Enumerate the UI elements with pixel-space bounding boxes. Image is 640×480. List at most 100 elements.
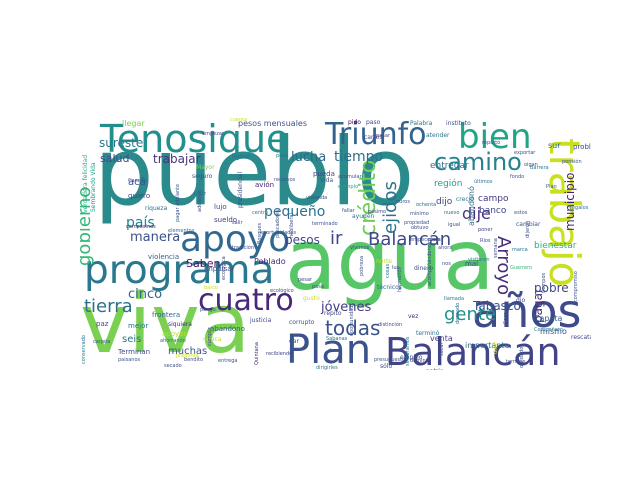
word: pobreza	[359, 255, 365, 276]
word: pobre	[534, 281, 569, 295]
word: olvidados	[519, 344, 525, 368]
word: mínimo	[410, 211, 429, 217]
word: frontera	[152, 311, 181, 319]
word: decir	[493, 341, 499, 354]
word: tradición	[232, 245, 255, 251]
word: años	[472, 284, 582, 338]
word: distinción	[378, 322, 403, 328]
word: crédito	[356, 159, 381, 236]
word: seis	[122, 334, 142, 345]
word: pensión	[562, 159, 582, 165]
word: Terminan	[118, 348, 151, 356]
word: corrupto	[289, 319, 315, 326]
word: conservado	[81, 335, 87, 364]
word: centro	[252, 210, 268, 216]
word: elementos	[168, 228, 195, 234]
word: Balancán	[385, 330, 561, 370]
word: plata	[428, 237, 441, 243]
word: ahorrando	[160, 338, 186, 344]
word: poner	[478, 227, 493, 233]
word: nos	[442, 261, 451, 267]
word: instituto	[446, 120, 471, 127]
word: muchas	[168, 346, 208, 357]
word: Saben	[186, 257, 221, 270]
word: Vida	[320, 177, 334, 184]
word: pésimo	[368, 209, 387, 215]
word: entrega	[218, 358, 238, 364]
word: oigan	[524, 162, 538, 168]
word: presupuesto	[374, 357, 406, 363]
word: cambiar	[516, 221, 541, 228]
word: pequeño	[264, 204, 326, 220]
word: bienestar	[534, 241, 577, 251]
word: exportar	[514, 150, 536, 156]
word: cuenta	[230, 118, 248, 123]
word: pueda	[313, 170, 335, 178]
word: importante	[465, 341, 510, 350]
word: Sembrando Vida	[90, 162, 97, 212]
word: Tabasco	[473, 299, 521, 313]
word: dio	[516, 297, 526, 304]
word: país	[126, 215, 155, 231]
word: pese	[276, 153, 288, 159]
word: mal	[465, 260, 479, 268]
word: repito	[324, 310, 342, 317]
word: ochenta	[416, 202, 437, 208]
word: gente	[444, 304, 497, 325]
word: lujo	[214, 203, 227, 211]
word: carjeta	[93, 339, 111, 345]
word: obtuvo	[411, 225, 429, 231]
word: nuevo	[444, 210, 460, 216]
word: llegar	[122, 119, 145, 128]
word: llamada	[444, 296, 465, 302]
word: acá	[128, 177, 146, 188]
word: municipio	[563, 172, 577, 231]
word: norte	[376, 258, 392, 265]
word: mejor	[128, 322, 149, 330]
word: fondo	[510, 174, 525, 180]
word: agua	[285, 211, 495, 309]
word: ecológica	[221, 256, 227, 280]
word: oportunidades	[260, 230, 297, 236]
word: llueve	[232, 153, 251, 160]
word: puros	[396, 199, 410, 205]
word: ahora	[438, 245, 453, 251]
word: acumular	[338, 174, 362, 180]
word: bien	[458, 118, 532, 157]
word: campesinos	[126, 224, 156, 230]
word: pueblo	[94, 118, 415, 227]
word: dije	[462, 204, 491, 223]
word: pido	[348, 119, 361, 126]
word: Zapata	[534, 314, 563, 323]
word: Mayor	[196, 164, 215, 171]
word: terminado	[312, 221, 338, 227]
word: ejidos	[380, 181, 401, 234]
word: salir	[232, 220, 243, 226]
word: semana	[493, 238, 499, 258]
word-cloud: pueblo agua viva programa trabajo Plan B…	[80, 118, 591, 370]
word: patria	[426, 369, 444, 371]
word: quiero	[128, 192, 151, 200]
word: abandonó	[467, 186, 476, 226]
word: apoyo	[180, 219, 291, 260]
word: compromiso	[573, 271, 579, 302]
word: programa	[84, 248, 275, 293]
word: mismo	[540, 327, 567, 336]
word: cuatro	[198, 283, 294, 318]
word: pregunta	[176, 353, 199, 359]
word: dan	[328, 348, 338, 354]
word: atender	[426, 132, 450, 139]
word: maíz	[194, 191, 206, 197]
word: Balancán	[368, 229, 452, 250]
word: cosas	[385, 263, 391, 278]
word: recibiendo	[266, 351, 293, 357]
word: viva	[80, 277, 251, 370]
word: entregar	[430, 161, 469, 171]
word: terminó	[416, 330, 440, 337]
word: riqueza	[145, 205, 168, 212]
word: Triunfo	[325, 118, 427, 152]
word: sembramos	[405, 336, 411, 366]
word: sur	[548, 141, 561, 150]
word: siquiera	[168, 321, 192, 328]
word: justicia	[250, 317, 272, 324]
